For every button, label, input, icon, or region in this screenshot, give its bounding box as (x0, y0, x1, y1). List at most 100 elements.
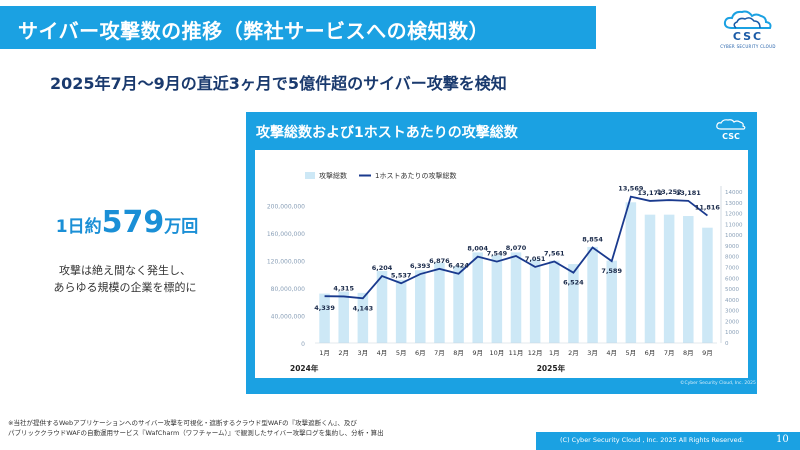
panel-cloud-icon (716, 119, 746, 130)
header-band (0, 6, 596, 49)
x-tick-label: 3月 (358, 349, 369, 357)
y-right-tick-label: 6000 (725, 276, 739, 282)
bar-total-attacks (644, 214, 656, 343)
chart-title: 攻撃総数および1ホストあたりの攻撃総数 (256, 125, 518, 141)
company-logo: CSC CYBER SECURITY CLOUD (718, 8, 778, 54)
line-data-label: 8,854 (582, 236, 603, 244)
line-data-label: 8,070 (506, 244, 527, 252)
y-left-tick-label: 0 (301, 341, 305, 348)
subtitle: 2025年7月〜9月の直近3ヶ月で5億件超のサイバー攻撃を検知 (50, 74, 507, 93)
copyright: (C) Cyber Security Cloud , Inc. 2025 All… (560, 436, 744, 444)
bar-total-attacks (683, 216, 694, 343)
logo-subtext: CYBER SECURITY CLOUD (720, 44, 776, 49)
cloud-icon (723, 10, 772, 29)
line-data-label: 7,051 (525, 255, 546, 263)
bar-total-attacks (376, 270, 388, 343)
bar-total-attacks (702, 227, 713, 343)
line-data-label: 11,816 (695, 204, 721, 212)
y-left-tick-label: 40,000,000 (271, 314, 306, 321)
x-tick-label: 8月 (453, 349, 464, 357)
x-tick-label: 9月 (472, 349, 483, 357)
x-tick-label: 2月 (338, 349, 349, 357)
bar-total-attacks (568, 264, 579, 343)
x-tick-label: 3月 (587, 349, 598, 357)
x-tick-label: 7月 (664, 349, 675, 357)
y-right-tick-label: 12000 (725, 212, 743, 218)
legend-label-bars: 攻撃総数 (319, 171, 347, 180)
x-tick-label: 6月 (645, 349, 656, 357)
page-number: 10 (776, 434, 789, 445)
y-right-tick-label: 5000 (725, 287, 739, 293)
legend-swatch-bars (305, 172, 315, 179)
y-right-tick-label: 8000 (725, 255, 739, 261)
line-data-label: 5,537 (391, 271, 412, 279)
legend-label-line: 1ホストあたりの攻撃総数 (375, 171, 456, 180)
y-right-tick-label: 1000 (725, 330, 739, 336)
y-right-tick-label: 2000 (725, 319, 739, 325)
footnote: ※当社が提供するWebアプリケーションへのサイバー攻撃を可視化・遮断するクラウド… (8, 418, 384, 438)
y-left-tick-label: 160,000,000 (267, 231, 305, 238)
y-left-tick-label: 120,000,000 (267, 259, 305, 266)
x-tick-label: 9月 (702, 349, 713, 357)
stat-number: 579 (101, 205, 165, 240)
line-data-label: 4,143 (353, 304, 374, 312)
page-title: サイバー攻撃数の推移（弊社サービスへの検知数） (18, 19, 490, 43)
year-label-2024: 2024年 (290, 363, 319, 373)
header: サイバー攻撃数の推移（弊社サービスへの検知数） CSC CYBER SECURI… (0, 0, 800, 57)
bar-total-attacks (319, 293, 330, 343)
x-tick-label: 1月 (319, 349, 330, 357)
footnote-line2: パブリッククラウドWAFの自動運用サービス『WafCharm（ワフチャーム）』で… (8, 429, 384, 437)
bar-total-attacks (415, 270, 426, 343)
y-right-tick-label: 10000 (725, 233, 743, 239)
y-right-tick-label: 0 (725, 341, 729, 347)
stat-prefix: 1日約 (55, 217, 102, 237)
y-right-tick-label: 13000 (725, 201, 743, 207)
y-left-tick-label: 200,000,000 (267, 204, 305, 211)
bar-total-attacks (434, 262, 445, 343)
daily-attack-stat: 1日約579万回 (22, 205, 232, 240)
x-tick-label: 4月 (377, 349, 388, 357)
bar-total-attacks (606, 260, 617, 343)
line-data-label: 4,315 (333, 284, 354, 292)
x-tick-label: 4月 (606, 349, 617, 357)
line-data-label: 13,569 (618, 185, 644, 193)
bar-total-attacks (395, 279, 407, 343)
year-label-2025: 2025年 (537, 363, 566, 373)
x-tick-label: 12月 (528, 349, 543, 357)
stat-desc-line2: あらゆる規模の企業を標的に (53, 281, 197, 294)
bar-total-attacks (491, 255, 503, 343)
chart-area: 0 40,000,000 80,000,000 120,000,000 160,000,… (255, 150, 748, 378)
bar-total-attacks (510, 252, 522, 343)
y-right-tick-label: 7000 (725, 266, 739, 272)
line-data-label: 6,393 (410, 262, 431, 270)
x-tick-label: 2月 (568, 349, 579, 357)
line-data-label: 6,876 (429, 257, 450, 265)
line-data-label: 13,172 (637, 189, 662, 197)
line-data-label: 13,252 (657, 188, 682, 196)
panel-logo: CSC (712, 118, 750, 141)
y-right-tick-label: 4000 (725, 298, 739, 304)
footnote-line1: ※当社が提供するWebアプリケーションへのサイバー攻撃を可視化・遮断するクラウド… (8, 419, 357, 427)
x-tick-label: 1月 (549, 349, 560, 357)
bar-total-attacks (625, 202, 637, 343)
line-data-label: 7,549 (487, 250, 508, 258)
line-data-label: 13,181 (676, 189, 702, 197)
panel-logo-text: CSC (722, 132, 740, 141)
x-tick-label: 5月 (396, 349, 407, 357)
attack-chart: 0 40,000,000 80,000,000 120,000,000 160,000,… (267, 171, 743, 373)
bar-total-attacks (529, 259, 541, 343)
x-tick-label: 8月 (683, 349, 694, 357)
x-tick-label: 11月 (509, 349, 524, 357)
bar-total-attacks (357, 292, 369, 343)
x-tick-label: 6月 (415, 349, 426, 357)
line-data-label: 6,424 (448, 262, 469, 270)
line-data-label: 6,524 (563, 279, 584, 287)
y-right-tick-label: 14000 (725, 190, 743, 196)
bar-total-attacks (338, 291, 349, 343)
stat-suffix: 万回 (164, 217, 199, 237)
y-right-tick-label: 9000 (725, 244, 739, 250)
x-tick-label: 5月 (626, 349, 637, 357)
bar-total-attacks (587, 246, 598, 343)
stat-description: 攻撃は絶え間なく発生し、 あらゆる規模の企業を標的に (30, 262, 220, 296)
stat-desc-line1: 攻撃は絶え間なく発生し、 (59, 264, 191, 277)
